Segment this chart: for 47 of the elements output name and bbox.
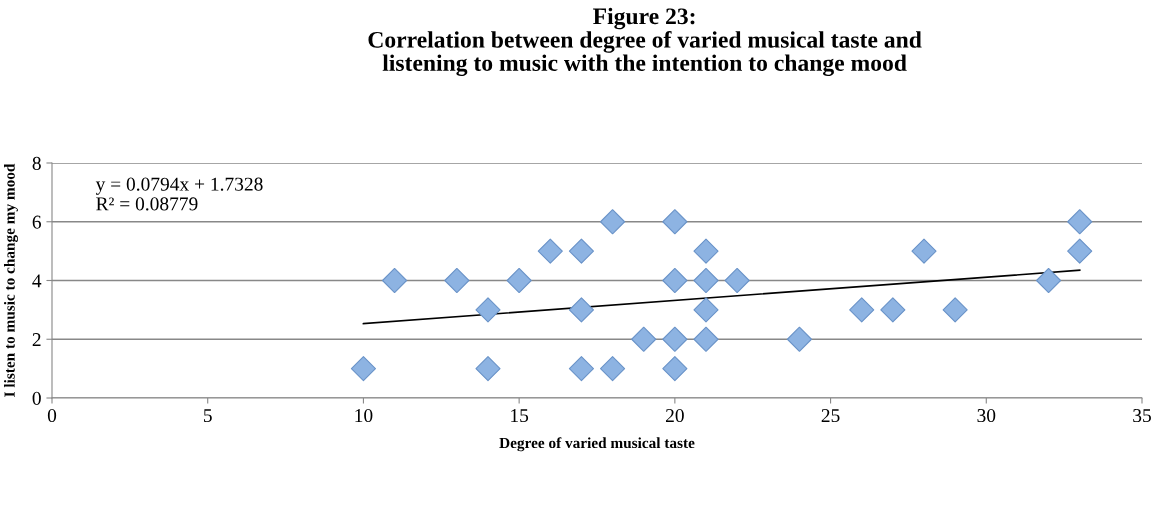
point: [693, 326, 719, 352]
annotation: y = 0.0794x + 1.7328 R² = 0.08779: [95, 177, 263, 211]
point: [1035, 267, 1062, 294]
point: [786, 326, 813, 352]
point: [568, 238, 595, 264]
x-axis-title: Degree of varied musical taste: [499, 437, 695, 452]
point: [381, 267, 408, 294]
point: [693, 238, 719, 264]
point: [475, 356, 501, 382]
point: [662, 326, 688, 352]
x-tick-label: 20: [665, 408, 684, 423]
point: [599, 356, 626, 382]
x-tick-label: 35: [1133, 409, 1151, 423]
x-tick-label: 0: [47, 408, 57, 423]
point: [662, 356, 688, 382]
point: [350, 356, 377, 382]
point: [506, 267, 532, 294]
x-tick-label: 15: [511, 409, 529, 423]
point: [537, 238, 563, 264]
point: [693, 267, 719, 294]
point: [599, 209, 626, 235]
x-tick-label: 5: [203, 409, 212, 423]
y-tick-label: 2: [32, 333, 41, 346]
y-tick-label: 0: [32, 391, 41, 405]
point: [662, 267, 688, 294]
point: [693, 297, 719, 323]
y-tick-label: 4: [32, 274, 42, 288]
point: [475, 297, 501, 323]
point: [568, 356, 595, 382]
point: [631, 326, 657, 352]
point: [1067, 238, 1093, 264]
y-tick-label: 8: [32, 156, 41, 170]
y-axis-title: I listen to music to change my mood: [4, 163, 18, 397]
point: [568, 297, 595, 323]
x-tick-label: 30: [977, 408, 996, 423]
y-tick-label: 6: [32, 215, 41, 229]
point: [880, 297, 906, 323]
point: [444, 267, 470, 294]
point: [911, 238, 937, 264]
point: [662, 209, 688, 235]
x-tick-label: 25: [821, 409, 840, 423]
point: [724, 267, 750, 294]
point: [942, 297, 968, 323]
point: [849, 297, 875, 323]
point: [1067, 209, 1093, 235]
chart-title: Figure 23: Correlation between degree of varied musical taste and listening to music with the intention to change mood: [368, 7, 922, 76]
x-tick-label: 10: [355, 408, 373, 423]
